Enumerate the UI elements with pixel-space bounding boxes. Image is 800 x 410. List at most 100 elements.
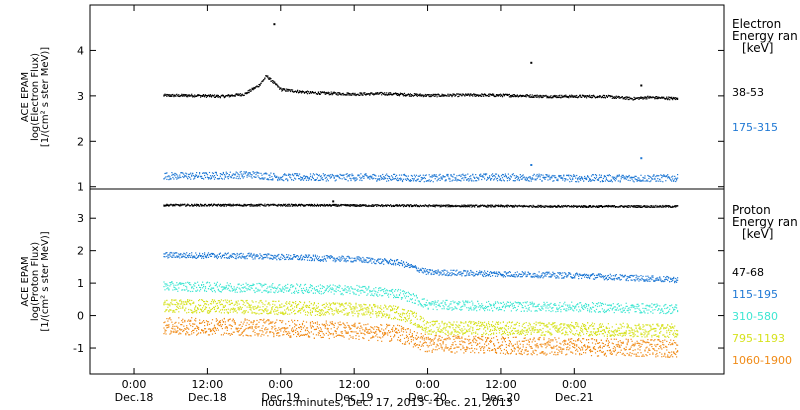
data-point bbox=[432, 93, 434, 95]
data-point bbox=[249, 254, 251, 256]
data-point bbox=[202, 256, 204, 258]
data-point bbox=[443, 308, 445, 310]
data-point bbox=[578, 205, 580, 208]
data-point bbox=[296, 290, 298, 292]
data-point bbox=[429, 304, 431, 306]
data-point bbox=[165, 172, 167, 174]
data-point bbox=[630, 98, 632, 100]
data-point bbox=[530, 180, 532, 182]
legend-title-proton: [keV] bbox=[742, 227, 773, 241]
data-point bbox=[205, 173, 208, 175]
data-point bbox=[613, 97, 615, 99]
data-point bbox=[653, 175, 655, 177]
data-point bbox=[204, 95, 207, 97]
data-point bbox=[168, 254, 170, 256]
data-point bbox=[301, 290, 304, 292]
data-point bbox=[380, 91, 382, 94]
data-point bbox=[633, 176, 635, 178]
data-point bbox=[298, 203, 300, 206]
data-point bbox=[519, 273, 521, 275]
data-point bbox=[264, 172, 266, 174]
data-point bbox=[558, 272, 560, 274]
data-point bbox=[577, 179, 579, 181]
data-point bbox=[608, 180, 610, 182]
data-point bbox=[536, 94, 538, 96]
data-point bbox=[324, 205, 326, 207]
data-point bbox=[184, 256, 186, 258]
data-point bbox=[563, 276, 565, 278]
data-point bbox=[192, 290, 194, 292]
data-point bbox=[500, 180, 503, 182]
data-point bbox=[655, 204, 657, 207]
data-point bbox=[345, 93, 347, 96]
data-point bbox=[412, 95, 414, 97]
data-point bbox=[528, 176, 530, 178]
data-point bbox=[532, 175, 534, 177]
data-point bbox=[406, 178, 408, 180]
data-point bbox=[246, 284, 248, 286]
data-point bbox=[272, 258, 274, 260]
data-point bbox=[243, 290, 245, 292]
data-point bbox=[284, 256, 286, 259]
data-point bbox=[566, 206, 568, 208]
data-point bbox=[673, 276, 675, 278]
data-point bbox=[178, 287, 180, 289]
data-point bbox=[420, 176, 422, 179]
data-point bbox=[265, 205, 267, 207]
data-point bbox=[548, 309, 550, 312]
data-point bbox=[448, 177, 450, 179]
data-point bbox=[411, 94, 413, 96]
data-point bbox=[307, 292, 310, 294]
data-point bbox=[397, 261, 400, 263]
data-point bbox=[172, 254, 174, 256]
data-point bbox=[268, 77, 270, 79]
data-point bbox=[321, 259, 323, 261]
data-point bbox=[369, 93, 371, 95]
data-point bbox=[574, 175, 576, 177]
data-point bbox=[531, 177, 533, 179]
data-point bbox=[500, 204, 503, 206]
data-point bbox=[471, 204, 473, 206]
data-point bbox=[169, 176, 171, 178]
data-point bbox=[543, 303, 545, 306]
data-point bbox=[208, 94, 211, 96]
legend-title-proton: Energy ran bbox=[732, 215, 798, 229]
data-point bbox=[527, 304, 529, 306]
data-point bbox=[246, 289, 248, 291]
data-point bbox=[231, 204, 233, 206]
data-point bbox=[486, 306, 488, 309]
data-point bbox=[530, 205, 532, 207]
data-point bbox=[625, 278, 627, 281]
data-point bbox=[504, 307, 506, 309]
data-point bbox=[464, 275, 466, 277]
data-point bbox=[376, 180, 378, 182]
data-point bbox=[455, 177, 457, 179]
data-point bbox=[418, 93, 420, 95]
data-point bbox=[220, 257, 222, 259]
data-point bbox=[523, 95, 525, 97]
data-point bbox=[248, 252, 250, 254]
data-point bbox=[432, 273, 434, 275]
data-point bbox=[333, 290, 335, 292]
data-point bbox=[344, 178, 346, 180]
data-point bbox=[433, 304, 435, 306]
data-point bbox=[381, 91, 383, 94]
data-point bbox=[450, 94, 452, 96]
data-point bbox=[496, 307, 499, 309]
data-point bbox=[212, 172, 215, 175]
data-point bbox=[614, 274, 616, 276]
data-point bbox=[344, 94, 346, 96]
data-point bbox=[408, 180, 410, 182]
data-point bbox=[524, 95, 526, 97]
data-point bbox=[588, 205, 590, 207]
data-point bbox=[516, 95, 518, 97]
data-point bbox=[307, 205, 310, 207]
data-point bbox=[594, 174, 597, 176]
data-point bbox=[501, 275, 504, 277]
data-point bbox=[556, 206, 558, 208]
data-point bbox=[649, 280, 651, 282]
data-point bbox=[194, 256, 196, 259]
data-point bbox=[609, 273, 611, 275]
data-point bbox=[499, 274, 502, 276]
data-point bbox=[210, 95, 213, 97]
